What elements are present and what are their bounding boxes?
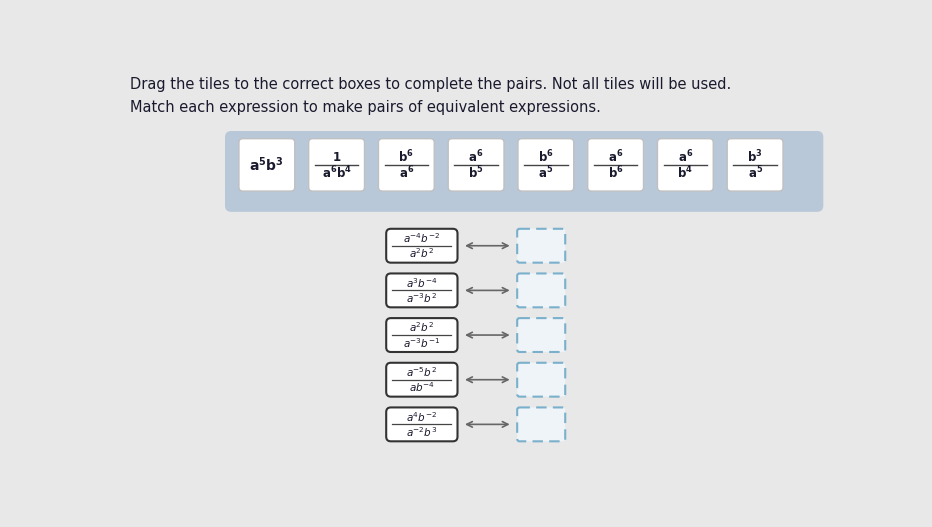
Text: $\mathbf{b^{3}}$: $\mathbf{b^{3}}$ xyxy=(747,149,763,165)
FancyBboxPatch shape xyxy=(225,131,823,212)
Text: $ab^{-4}$: $ab^{-4}$ xyxy=(409,380,435,394)
FancyBboxPatch shape xyxy=(727,139,783,191)
Text: $a^{-2}b^{3}$: $a^{-2}b^{3}$ xyxy=(406,425,437,439)
FancyBboxPatch shape xyxy=(386,274,458,307)
FancyBboxPatch shape xyxy=(386,363,458,397)
FancyBboxPatch shape xyxy=(517,407,565,441)
FancyBboxPatch shape xyxy=(517,229,565,262)
Text: $\mathbf{a^{5}}$: $\mathbf{a^{5}}$ xyxy=(539,164,554,181)
Text: $a^{4}b^{-2}$: $a^{4}b^{-2}$ xyxy=(406,410,437,424)
Text: $\mathbf{b^{5}}$: $\mathbf{b^{5}}$ xyxy=(468,164,484,181)
Text: $a^{2}b^{2}$: $a^{2}b^{2}$ xyxy=(409,247,434,260)
Text: $\mathbf{b^{6}}$: $\mathbf{b^{6}}$ xyxy=(538,149,554,165)
Text: $\mathbf{a^{5}}$: $\mathbf{a^{5}}$ xyxy=(747,164,762,181)
FancyBboxPatch shape xyxy=(517,363,565,397)
Text: $a^{-3}b^{2}$: $a^{-3}b^{2}$ xyxy=(406,291,437,305)
FancyBboxPatch shape xyxy=(239,139,295,191)
FancyBboxPatch shape xyxy=(386,229,458,262)
FancyBboxPatch shape xyxy=(518,139,574,191)
FancyBboxPatch shape xyxy=(657,139,713,191)
Text: $\mathbf{a^{6}}$: $\mathbf{a^{6}}$ xyxy=(469,149,484,165)
Text: Drag the tiles to the correct boxes to complete the pairs. Not all tiles will be: Drag the tiles to the correct boxes to c… xyxy=(130,77,732,92)
FancyBboxPatch shape xyxy=(517,318,565,352)
Text: $\mathbf{a^{6}b^{4}}$: $\mathbf{a^{6}b^{4}}$ xyxy=(322,164,351,181)
Text: $\mathbf{1}$: $\mathbf{1}$ xyxy=(332,151,341,164)
Text: $\mathbf{b^{6}}$: $\mathbf{b^{6}}$ xyxy=(399,149,414,165)
Text: $a^{2}b^{2}$: $a^{2}b^{2}$ xyxy=(409,320,434,334)
Text: $a^{-5}b^{2}$: $a^{-5}b^{2}$ xyxy=(406,365,437,379)
FancyBboxPatch shape xyxy=(588,139,643,191)
Text: Match each expression to make pairs of equivalent expressions.: Match each expression to make pairs of e… xyxy=(130,100,601,115)
Text: $\mathbf{b^{4}}$: $\mathbf{b^{4}}$ xyxy=(678,164,693,181)
FancyBboxPatch shape xyxy=(386,318,458,352)
FancyBboxPatch shape xyxy=(517,274,565,307)
Text: $\mathbf{a^{6}}$: $\mathbf{a^{6}}$ xyxy=(399,164,414,181)
FancyBboxPatch shape xyxy=(386,407,458,441)
Text: $a^{3}b^{-4}$: $a^{3}b^{-4}$ xyxy=(406,276,437,290)
FancyBboxPatch shape xyxy=(308,139,364,191)
Text: $a^{-4}b^{-2}$: $a^{-4}b^{-2}$ xyxy=(404,231,441,245)
FancyBboxPatch shape xyxy=(448,139,504,191)
Text: $\mathbf{a^{6}}$: $\mathbf{a^{6}}$ xyxy=(608,149,624,165)
Text: $\mathbf{a^{6}}$: $\mathbf{a^{6}}$ xyxy=(678,149,693,165)
Text: $\mathbf{a^{5}b^{3}}$: $\mathbf{a^{5}b^{3}}$ xyxy=(250,155,284,174)
FancyBboxPatch shape xyxy=(378,139,434,191)
Text: $a^{-3}b^{-1}$: $a^{-3}b^{-1}$ xyxy=(404,336,441,349)
Text: $\mathbf{b^{6}}$: $\mathbf{b^{6}}$ xyxy=(608,164,624,181)
